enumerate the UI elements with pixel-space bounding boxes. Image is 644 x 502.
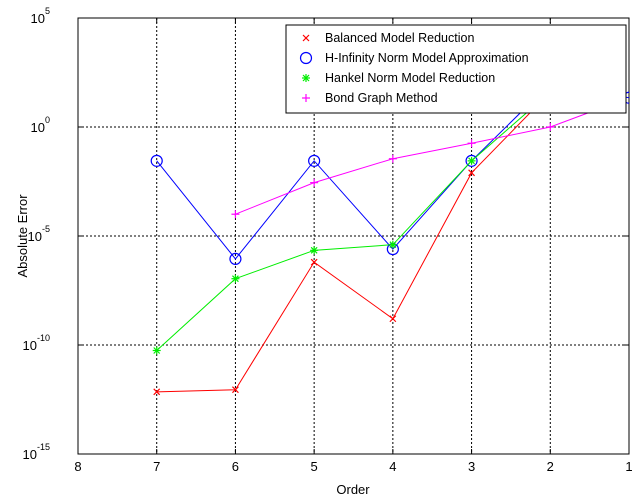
y-tick-labels: 10-15 10-10 10-5 100 105 xyxy=(23,6,50,462)
legend-label: Balanced Model Reduction xyxy=(325,31,474,45)
data-point xyxy=(468,169,475,177)
x-tick-label: 4 xyxy=(389,459,396,474)
data-point xyxy=(467,139,476,148)
data-point xyxy=(388,240,397,249)
x-tick-label: 7 xyxy=(153,459,160,474)
x-tick-label: 3 xyxy=(468,459,475,474)
legend-label: H-Infinity Norm Model Approximation xyxy=(325,51,529,65)
data-point xyxy=(152,346,161,355)
legend-label: Hankel Norm Model Reduction xyxy=(325,71,495,85)
data-point xyxy=(388,154,397,163)
legend: Balanced Model Reduction H-Infinity Norm … xyxy=(285,24,627,114)
y-tick-label: 105 xyxy=(31,6,50,26)
data-point xyxy=(546,123,555,131)
y-axis-label: Absolute Error xyxy=(15,194,30,278)
legend-label: Bond Graph Method xyxy=(325,91,438,105)
data-point xyxy=(232,386,239,394)
y-tick-label: 10-5 xyxy=(28,224,50,244)
legend-box xyxy=(285,24,627,114)
x-tick-label: 6 xyxy=(232,459,239,474)
data-point xyxy=(310,258,318,266)
data-point xyxy=(302,34,310,42)
data-point xyxy=(302,74,310,82)
data-point xyxy=(229,252,242,266)
x-tick-label: 1 xyxy=(625,459,632,474)
x-tick-label: 5 xyxy=(311,459,318,474)
data-point xyxy=(231,210,240,219)
data-point xyxy=(308,154,321,167)
legend-item: Hankel Norm Model Reduction xyxy=(302,71,495,85)
y-tick-label: 10-10 xyxy=(23,333,50,353)
data-point xyxy=(310,178,319,187)
series-line xyxy=(235,103,614,215)
data-point xyxy=(231,274,240,283)
legend-item: H-Infinity Norm Model Approximation xyxy=(299,51,529,65)
data-point xyxy=(465,154,478,167)
legend-item: Balanced Model Reduction xyxy=(302,31,474,45)
x-tick-labels: 8 7 6 5 4 3 2 1 xyxy=(74,459,632,474)
data-point xyxy=(302,94,310,102)
y-tick-label: 10-15 xyxy=(23,442,50,462)
plot-frame xyxy=(77,17,630,455)
data-point xyxy=(299,51,313,65)
data-point xyxy=(150,154,163,167)
x-tick-label: 2 xyxy=(547,459,554,474)
data-point xyxy=(310,246,319,255)
legend-item: Bond Graph Method xyxy=(302,91,438,105)
x-axis-label: Order xyxy=(336,482,370,497)
x-tick-label: 8 xyxy=(74,459,81,474)
data-point xyxy=(389,315,397,323)
data-point xyxy=(153,388,161,396)
y-tick-label: 100 xyxy=(31,115,50,135)
data-point xyxy=(467,156,476,165)
